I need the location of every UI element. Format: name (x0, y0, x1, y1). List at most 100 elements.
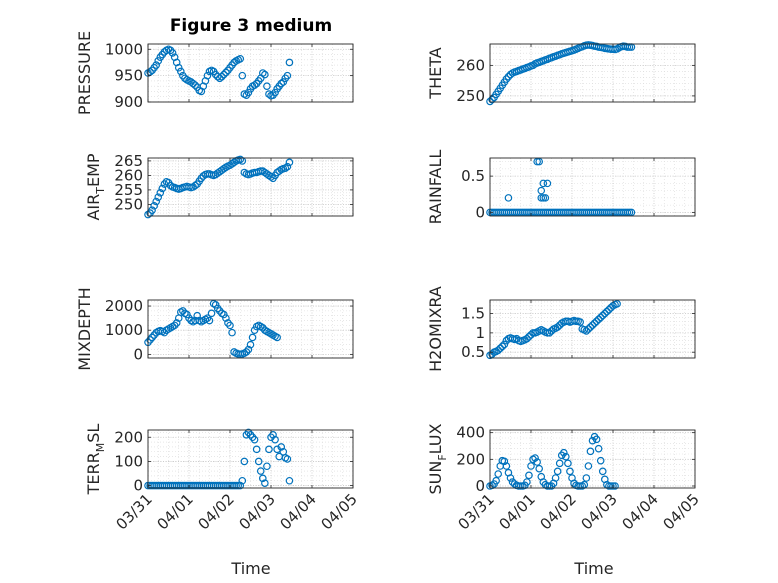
data-point (541, 194, 550, 202)
data-point (576, 482, 585, 490)
data-point (222, 314, 230, 322)
data-point (267, 433, 275, 442)
data-point (244, 88, 253, 97)
data-point (590, 319, 599, 328)
x-tick-label: 04/03 (578, 490, 621, 533)
y-tick-label: 400 (456, 424, 485, 442)
data-point (283, 162, 292, 171)
data-point (203, 71, 212, 80)
data-point (586, 447, 595, 456)
y-axis-label: THETA (426, 47, 445, 99)
data-point (267, 173, 275, 181)
data-point (594, 315, 603, 324)
x-tick-label: 04/05 (660, 490, 703, 533)
plot-area (490, 158, 695, 216)
data-point (156, 189, 165, 197)
data-point (539, 194, 548, 202)
data-point (193, 311, 202, 320)
y-axis-label: PRESSURE (75, 31, 94, 115)
data-point (269, 431, 277, 439)
x-axis-label-left: Time (230, 559, 270, 578)
data-point (543, 179, 552, 188)
data-point (236, 481, 245, 490)
data-point (281, 164, 290, 172)
data-point (588, 436, 597, 445)
data-point (545, 329, 554, 337)
data-point (146, 336, 154, 344)
data-point (248, 433, 257, 442)
y-tick-label: 260 (114, 166, 143, 184)
data-point (265, 445, 273, 454)
data-point (506, 474, 515, 482)
data-point (203, 314, 212, 322)
data-point (154, 193, 163, 201)
data-point (496, 344, 505, 353)
data-point (224, 319, 232, 327)
data-point (170, 321, 179, 330)
data-point (582, 327, 591, 335)
plot-area (148, 44, 353, 102)
data-point (543, 482, 552, 490)
data-point (605, 305, 613, 314)
data-point (533, 458, 541, 466)
data-point (183, 310, 191, 319)
subplot-1: 900 950 1000 PRESSURE (75, 31, 354, 115)
data-point (271, 435, 279, 444)
data-point (250, 435, 259, 444)
y-axis-label: SUNFLUX (426, 423, 449, 494)
data-point (582, 474, 591, 482)
data-point (256, 167, 265, 175)
data-point (492, 476, 500, 485)
data-point (146, 68, 154, 76)
data-point (531, 454, 539, 462)
data-point (594, 444, 603, 453)
data-point (234, 481, 243, 490)
data-point (240, 457, 249, 466)
data-point (238, 71, 247, 80)
data-point (592, 317, 601, 326)
data-point (174, 63, 183, 72)
data-point (242, 348, 251, 356)
data-point (502, 462, 511, 470)
data-point (236, 155, 245, 164)
y-tick-label: 250 (114, 195, 143, 213)
axes-box (147, 429, 354, 489)
y-tick-label: 265 (114, 152, 143, 170)
y-tick-label: 0 (133, 345, 143, 363)
y-axis-label: RAINFALL (426, 150, 445, 225)
y-tick-label: 200 (456, 450, 485, 468)
data-point (191, 81, 199, 89)
data-point (168, 49, 177, 57)
data-point (607, 482, 615, 490)
y-axis-label: H2OMIXRA (426, 286, 445, 372)
y-axis-label: TERRMSL (84, 424, 107, 496)
plot-area (148, 430, 353, 488)
data-point (207, 309, 216, 318)
data-point (285, 58, 294, 67)
data-point (527, 462, 535, 470)
data-point (539, 179, 548, 188)
data-point (244, 428, 253, 437)
data-point (222, 68, 230, 77)
y-tick-label: 100 (114, 452, 143, 470)
data-point (283, 71, 292, 80)
y-tick-label: 2000 (105, 297, 143, 315)
data-point (603, 307, 611, 316)
axes-box (147, 299, 354, 359)
data-point (197, 174, 206, 183)
data-point (263, 462, 271, 471)
x-tick-label: 04/03 (236, 490, 279, 533)
data-point (261, 70, 269, 79)
data-point (553, 323, 562, 331)
data-point (158, 184, 167, 193)
data-point (543, 329, 552, 337)
data-point (553, 467, 562, 476)
data-point (523, 478, 531, 486)
data-point (525, 471, 533, 480)
data-point (498, 342, 507, 351)
y-tick-label: 0 (475, 477, 485, 495)
data-point (600, 309, 609, 318)
data-point (152, 197, 161, 206)
